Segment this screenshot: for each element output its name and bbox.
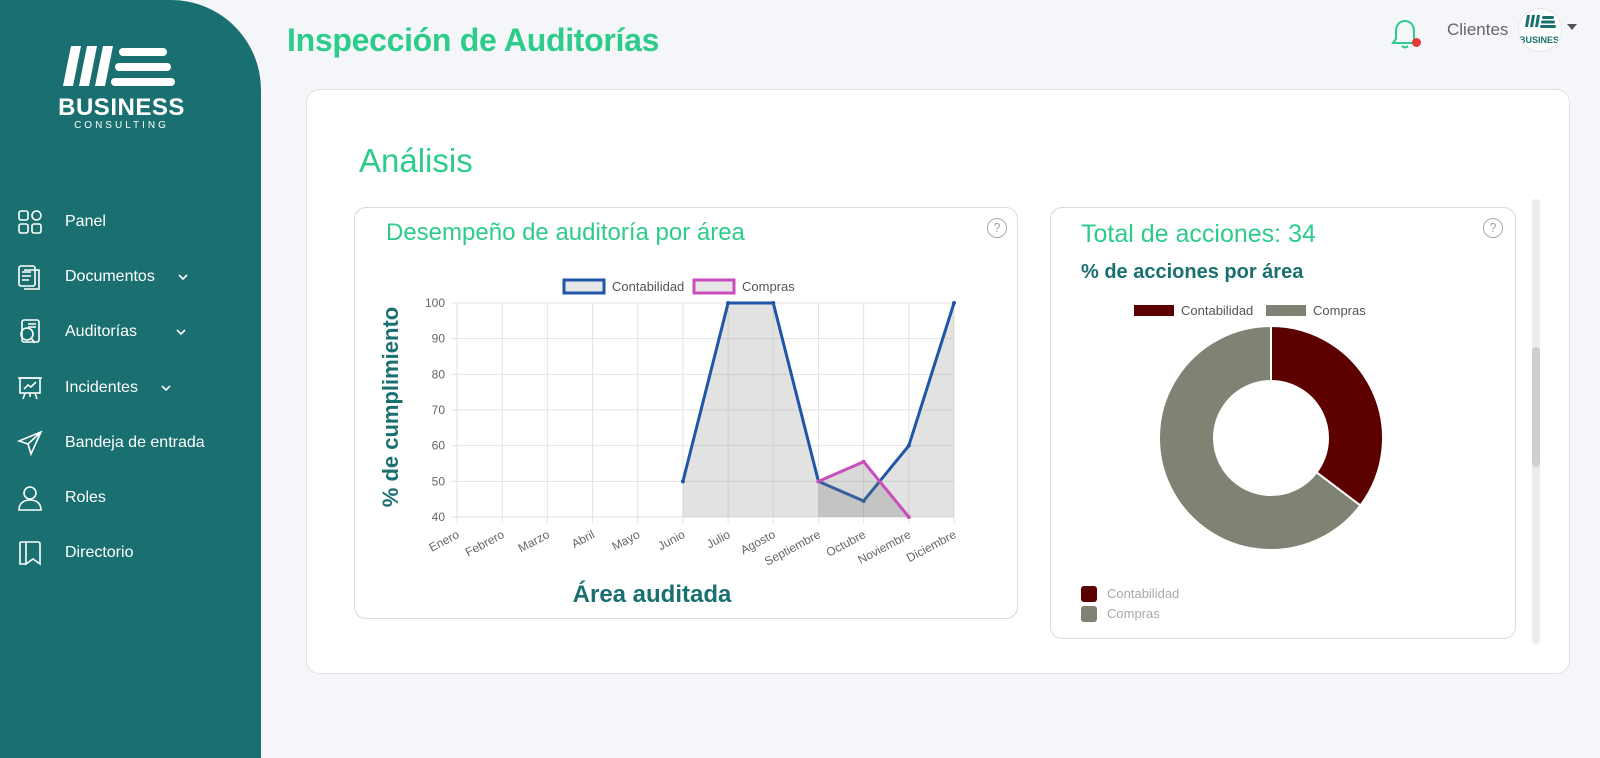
client-avatar[interactable]: BUSINESS xyxy=(1518,8,1562,52)
total-actions-title: Total de acciones: 34 xyxy=(1081,220,1316,248)
grid-icon xyxy=(18,210,42,234)
help-icon[interactable]: ? xyxy=(987,218,1007,238)
data-point xyxy=(680,479,685,484)
audit-search-icon xyxy=(20,319,40,344)
data-point xyxy=(952,301,956,305)
logo-tagline: CONSULTING xyxy=(74,120,169,131)
legend-label: Compras xyxy=(1107,606,1160,621)
data-point xyxy=(906,443,911,448)
sidebar-item-incidentes[interactable]: Incidentes xyxy=(0,368,261,408)
performance-chart-title: Desempeño de auditoría por área xyxy=(386,219,745,246)
x-tick-label: Marzo xyxy=(516,527,552,555)
sidebar-item-label: Roles xyxy=(65,489,106,506)
y-tick-label: 60 xyxy=(432,439,446,453)
scrollbar[interactable] xyxy=(1532,199,1540,644)
section-title: Análisis xyxy=(359,142,473,179)
chevron-down-icon xyxy=(178,274,188,281)
x-tick-label: Enero xyxy=(427,527,462,555)
help-icon[interactable]: ? xyxy=(1483,218,1503,238)
legend-swatch xyxy=(692,278,736,295)
sidebar-item-directorio[interactable]: Directorio xyxy=(0,533,261,573)
sidebar-item-documentos[interactable]: Documentos xyxy=(0,257,261,297)
legend-swatch xyxy=(1134,305,1174,316)
sidebar-item-label: Panel xyxy=(65,213,106,230)
doughnut-chart: Contabilidad Compras xyxy=(1134,303,1384,551)
y-tick-label: 50 xyxy=(432,474,446,488)
presentation-board-icon xyxy=(18,377,42,400)
legend-label: Compras xyxy=(742,279,795,294)
y-tick-label: 90 xyxy=(432,332,446,346)
y-tick-label: 70 xyxy=(432,403,446,417)
legend-item-contabilidad[interactable]: Contabilidad xyxy=(1081,585,1231,603)
x-tick-label: Julio xyxy=(704,527,733,551)
sidebar-item-bandeja-de-entrada[interactable]: Bandeja de entrada xyxy=(0,423,261,463)
caret-down-icon[interactable] xyxy=(1567,24,1577,30)
series-area-1 xyxy=(818,461,909,517)
x-tick-label: Abril xyxy=(569,527,597,551)
clients-label[interactable]: Clientes xyxy=(1447,20,1509,39)
legend-swatch xyxy=(1081,606,1097,622)
x-tick-label: Febrero xyxy=(463,527,507,559)
legend-swatch xyxy=(1081,586,1097,602)
data-point xyxy=(816,479,821,484)
y-tick-label: 40 xyxy=(432,510,446,524)
sidebar-item-label: Documentos xyxy=(65,268,155,285)
y-tick-label: 100 xyxy=(425,296,445,310)
data-point xyxy=(906,515,911,519)
x-tick-label: Junio xyxy=(655,527,687,553)
performance-chart-card: ? xyxy=(354,207,1018,619)
series-area-0 xyxy=(682,303,954,517)
y-tick-label: 80 xyxy=(432,367,446,381)
legend-swatch xyxy=(1266,305,1306,316)
send-icon xyxy=(17,430,43,456)
sidebar: BUSINESS CONSULTING Panel Documentos Aud… xyxy=(0,0,261,758)
x-axis-title: Área auditada xyxy=(573,580,732,608)
x-tick-label: Diciembre xyxy=(904,527,959,565)
bookmark-book-icon xyxy=(19,541,41,566)
client-avatar-text: BUSINESS xyxy=(1519,35,1562,45)
data-point xyxy=(771,301,776,305)
legend-label: Contabilidad xyxy=(1181,303,1253,318)
logo-name: BUSINESS xyxy=(58,94,185,121)
sidebar-item-auditorias[interactable]: Auditorías xyxy=(0,312,261,352)
sidebar-item-label: Incidentes xyxy=(65,379,138,396)
legend-label: Compras xyxy=(1313,303,1366,318)
company-logo[interactable]: BUSINESS CONSULTING xyxy=(55,40,195,135)
data-point xyxy=(861,459,866,464)
y-axis-title: % de cumplimiento xyxy=(378,307,403,507)
notification-dot xyxy=(1412,38,1421,47)
logo-mark-icon xyxy=(63,46,175,86)
sidebar-item-label: Auditorías xyxy=(65,323,138,340)
documents-icon xyxy=(18,265,40,290)
x-tick-label: Mayo xyxy=(610,527,643,553)
sidebar-item-roles[interactable]: Roles xyxy=(0,478,261,518)
chevron-down-icon xyxy=(161,385,171,392)
actions-chart-card: ? xyxy=(1050,207,1516,639)
data-point xyxy=(861,498,866,503)
page-title: Inspección de Auditorías xyxy=(287,22,660,58)
line-chart: 40 50 60 70 80 90 100 Enero Febrero Marzo Abril May… xyxy=(378,278,959,608)
legend-label: Contabilidad xyxy=(1107,586,1180,601)
actions-chart-subtitle: % de acciones por área xyxy=(1081,261,1304,283)
scrollbar-thumb[interactable] xyxy=(1532,347,1540,467)
sidebar-item-label: Directorio xyxy=(65,544,134,561)
legend-item-compras[interactable]: Compras xyxy=(1081,605,1231,623)
sidebar-item-label: Bandeja de entrada xyxy=(65,434,205,451)
chevron-down-icon xyxy=(176,329,186,336)
donut-slice-compras xyxy=(1158,324,1362,551)
sidebar-item-panel[interactable]: Panel xyxy=(0,202,261,242)
bell-icon[interactable] xyxy=(1390,18,1420,50)
user-icon xyxy=(18,486,42,511)
client-logo-icon xyxy=(1525,15,1556,28)
legend-swatch xyxy=(562,278,606,295)
data-point xyxy=(726,301,731,305)
legend-label: Contabilidad xyxy=(612,279,684,294)
donut-slice-contabilidad xyxy=(1270,324,1384,507)
